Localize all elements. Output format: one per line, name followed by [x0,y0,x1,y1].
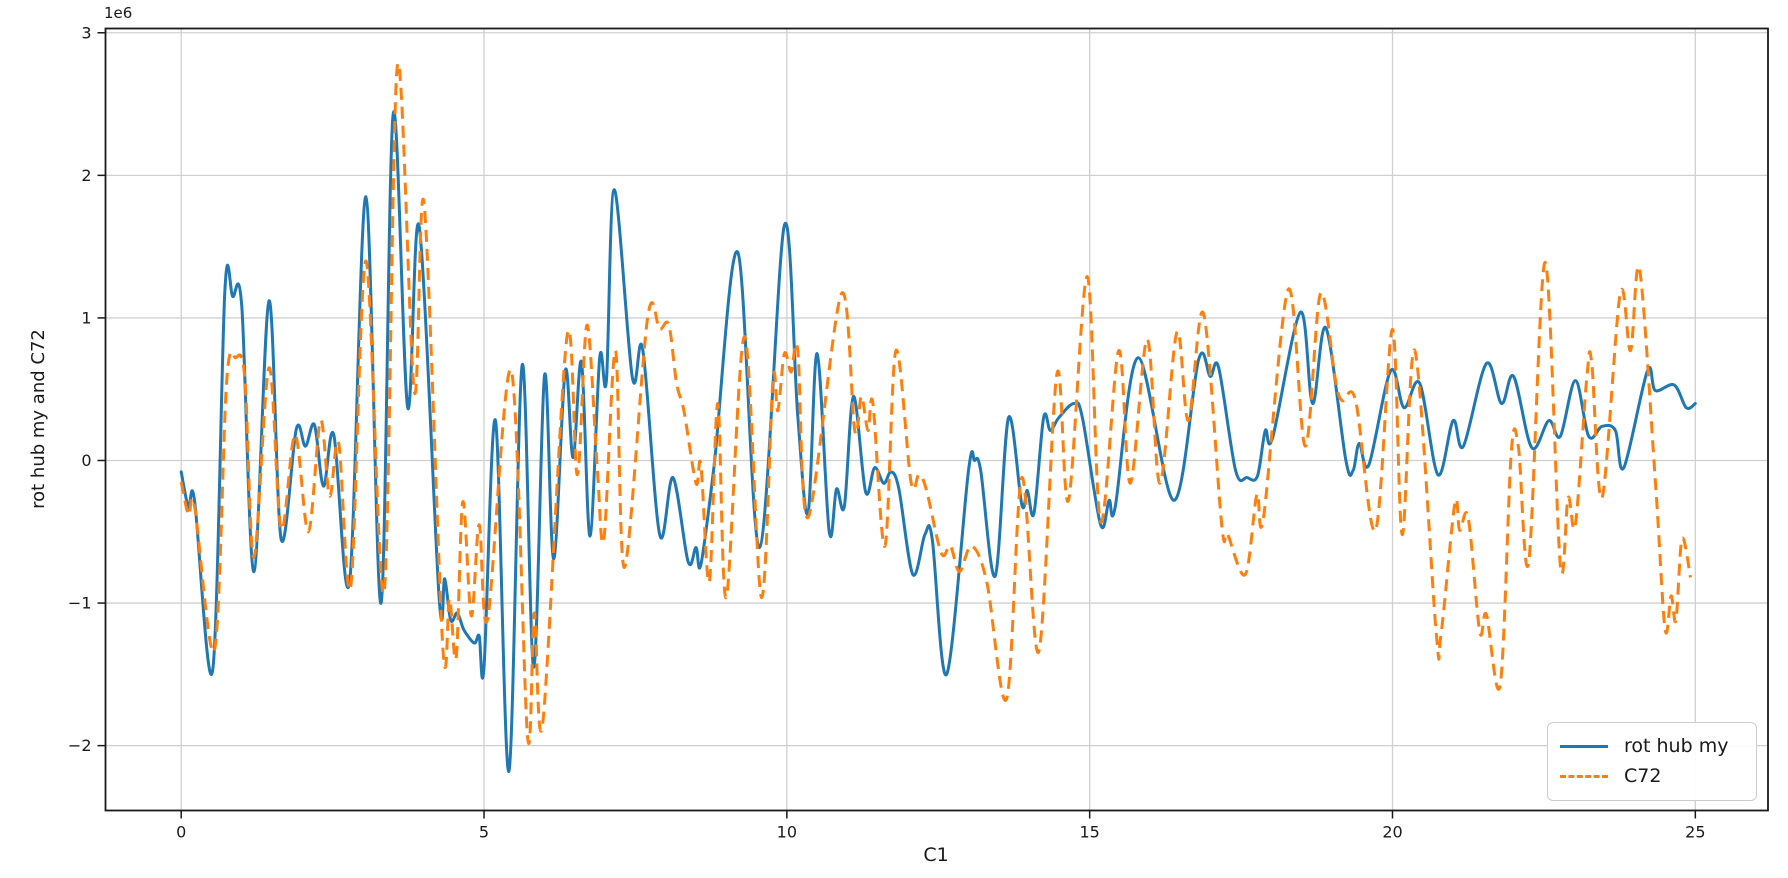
gridlines [105,28,1768,811]
tick-marks [97,32,1697,819]
legend-row: rot hub my [1560,737,1744,756]
axes-spines [104,27,1769,812]
x-tick-label: 20 [1382,823,1402,842]
legend-line-sample-solid [1560,745,1608,749]
y-tick-label: 2 [81,166,91,185]
x-tick-label: 10 [777,823,797,842]
y-tick-label: −2 [68,736,92,755]
legend-label: rot hub my [1624,735,1729,758]
y-tick-label: 0 [81,451,91,470]
y-tick-label: 1 [81,308,91,327]
x-axis-label: C1 [923,844,948,866]
y-tick-label: −1 [68,594,92,613]
x-tick-label: 15 [1079,823,1099,842]
y-axis-offset-text: 1e6 [104,4,132,22]
tick-labels: 0 5 10 15 20 25 −2 −1 0 1 2 3 [68,23,1706,841]
legend-label: C72 [1624,764,1662,787]
series-line-c72 [179,61,1692,745]
y-tick-label: 3 [81,23,91,42]
y-axis-label: rot hub my and C72 [28,329,49,509]
x-tick-label: 25 [1685,823,1705,842]
legend: rot hub my C72 [1547,722,1757,801]
x-tick-label: 0 [176,823,186,842]
x-tick-label: 5 [479,823,489,842]
series-line-rot-hub-my [179,110,1697,773]
legend-line-sample-dashed [1560,774,1608,778]
legend-row: C72 [1560,764,1744,787]
